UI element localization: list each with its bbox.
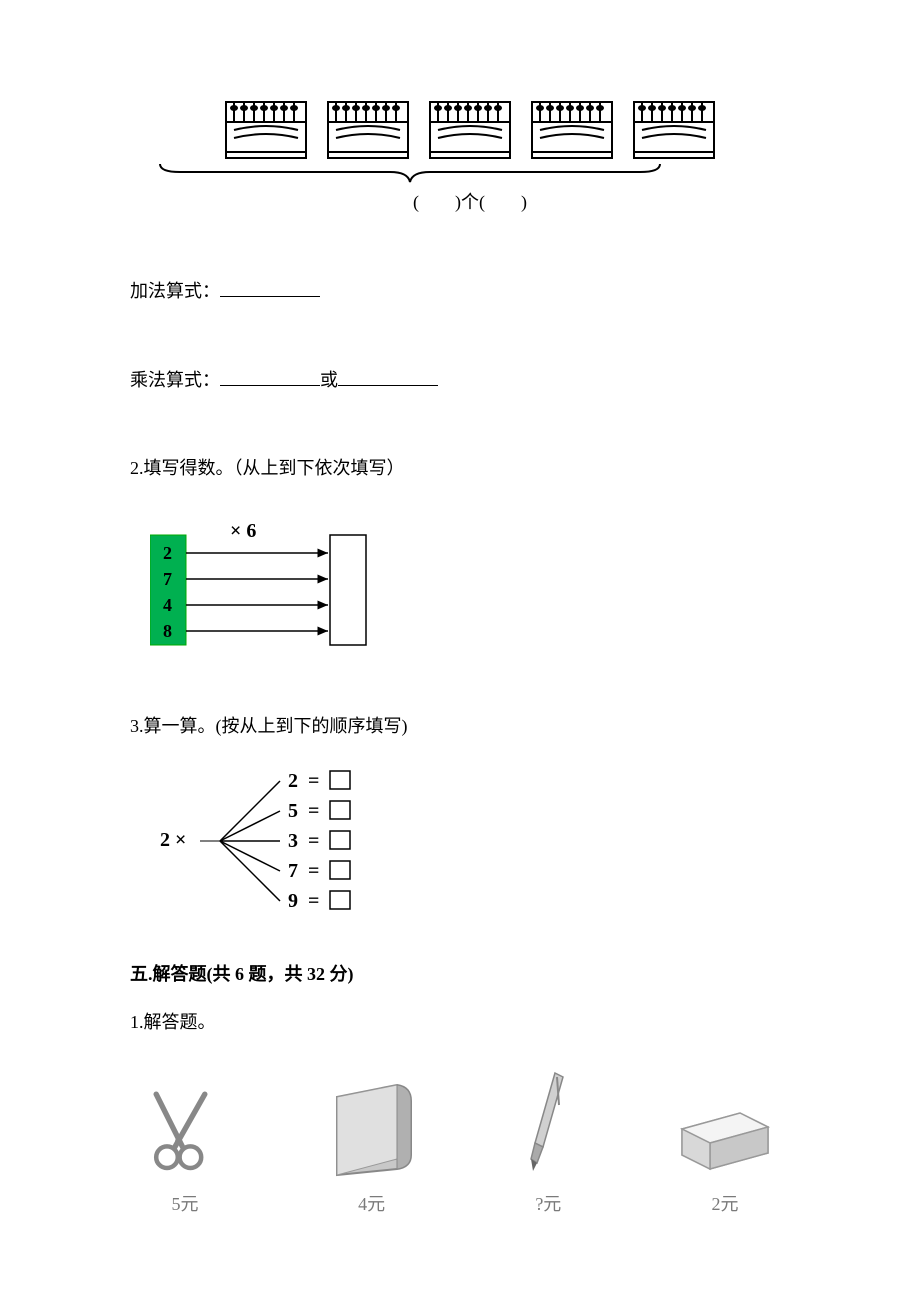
q3-diagram: 2 × 2 5 3 7 9 = = = = = bbox=[160, 761, 790, 930]
svg-text:=: = bbox=[308, 890, 319, 912]
brace-text-mid: )个( bbox=[455, 192, 485, 212]
brace-text-left: ( bbox=[413, 192, 419, 212]
mult-blank-2[interactable] bbox=[338, 368, 438, 386]
q3-text: 3.算一算。(按从上到下的顺序填写) bbox=[130, 712, 790, 741]
eraser-icon bbox=[670, 1097, 780, 1177]
section5-title: 五.解答题(共 6 题，共 32 分) bbox=[130, 960, 790, 989]
section5-q1: 1.解答题。 bbox=[130, 1008, 790, 1037]
q3-r4: 9 bbox=[288, 890, 298, 912]
mult-label: 乘法算式： bbox=[130, 370, 220, 390]
scissors-icon bbox=[140, 1087, 230, 1177]
brace-text-right: ) bbox=[521, 192, 527, 212]
item-pen: ?元 bbox=[513, 1067, 583, 1219]
addition-label: 加法算式： bbox=[130, 281, 220, 301]
underbrace-icon bbox=[150, 162, 670, 184]
item-scissors: 5元 bbox=[140, 1087, 230, 1219]
abacus-icon bbox=[224, 100, 308, 160]
mult-blank-1[interactable] bbox=[220, 368, 320, 386]
q2-text: 2.填写得数。（从上到下依次填写） bbox=[130, 454, 790, 483]
abacus-icon bbox=[632, 100, 716, 160]
abacus-row bbox=[150, 100, 790, 160]
abacus-icon bbox=[326, 100, 410, 160]
multiplication-line: 乘法算式： 或 bbox=[130, 366, 790, 395]
price-eraser: 2元 bbox=[670, 1190, 780, 1219]
price-scissors: 5元 bbox=[140, 1190, 230, 1219]
notebook-icon bbox=[317, 1077, 427, 1177]
svg-text:=: = bbox=[308, 800, 319, 822]
brace-label: ( )个( ) bbox=[150, 188, 790, 217]
q2-input-1: 7 bbox=[163, 569, 172, 589]
items-row: 5元 4元 ?元 2元 bbox=[130, 1067, 790, 1219]
q2-input-0: 2 bbox=[163, 543, 172, 563]
price-pen: ?元 bbox=[513, 1190, 583, 1219]
addition-blank[interactable] bbox=[220, 279, 320, 297]
q3-r3: 7 bbox=[288, 860, 298, 882]
abacus-icon bbox=[530, 100, 614, 160]
q2-input-2: 4 bbox=[163, 595, 172, 615]
q3-r2: 3 bbox=[288, 830, 298, 852]
svg-text:=: = bbox=[308, 860, 319, 882]
q2-input-3: 8 bbox=[163, 621, 172, 641]
q3-left: 2 × bbox=[160, 829, 186, 851]
q3-r0: 2 bbox=[288, 770, 298, 792]
item-eraser: 2元 bbox=[670, 1097, 780, 1219]
q3-eq: = bbox=[308, 770, 319, 792]
svg-text:=: = bbox=[308, 830, 319, 852]
q2-diagram: 2 7 4 8 × 6 bbox=[150, 523, 790, 662]
q3-r1: 5 bbox=[288, 800, 298, 822]
abacus-icon bbox=[428, 100, 512, 160]
q2-operator: × 6 bbox=[230, 523, 256, 542]
item-notebook: 4元 bbox=[317, 1077, 427, 1219]
addition-line: 加法算式： bbox=[130, 277, 790, 306]
mult-or: 或 bbox=[320, 370, 338, 390]
pen-icon bbox=[513, 1067, 583, 1177]
price-notebook: 4元 bbox=[317, 1190, 427, 1219]
